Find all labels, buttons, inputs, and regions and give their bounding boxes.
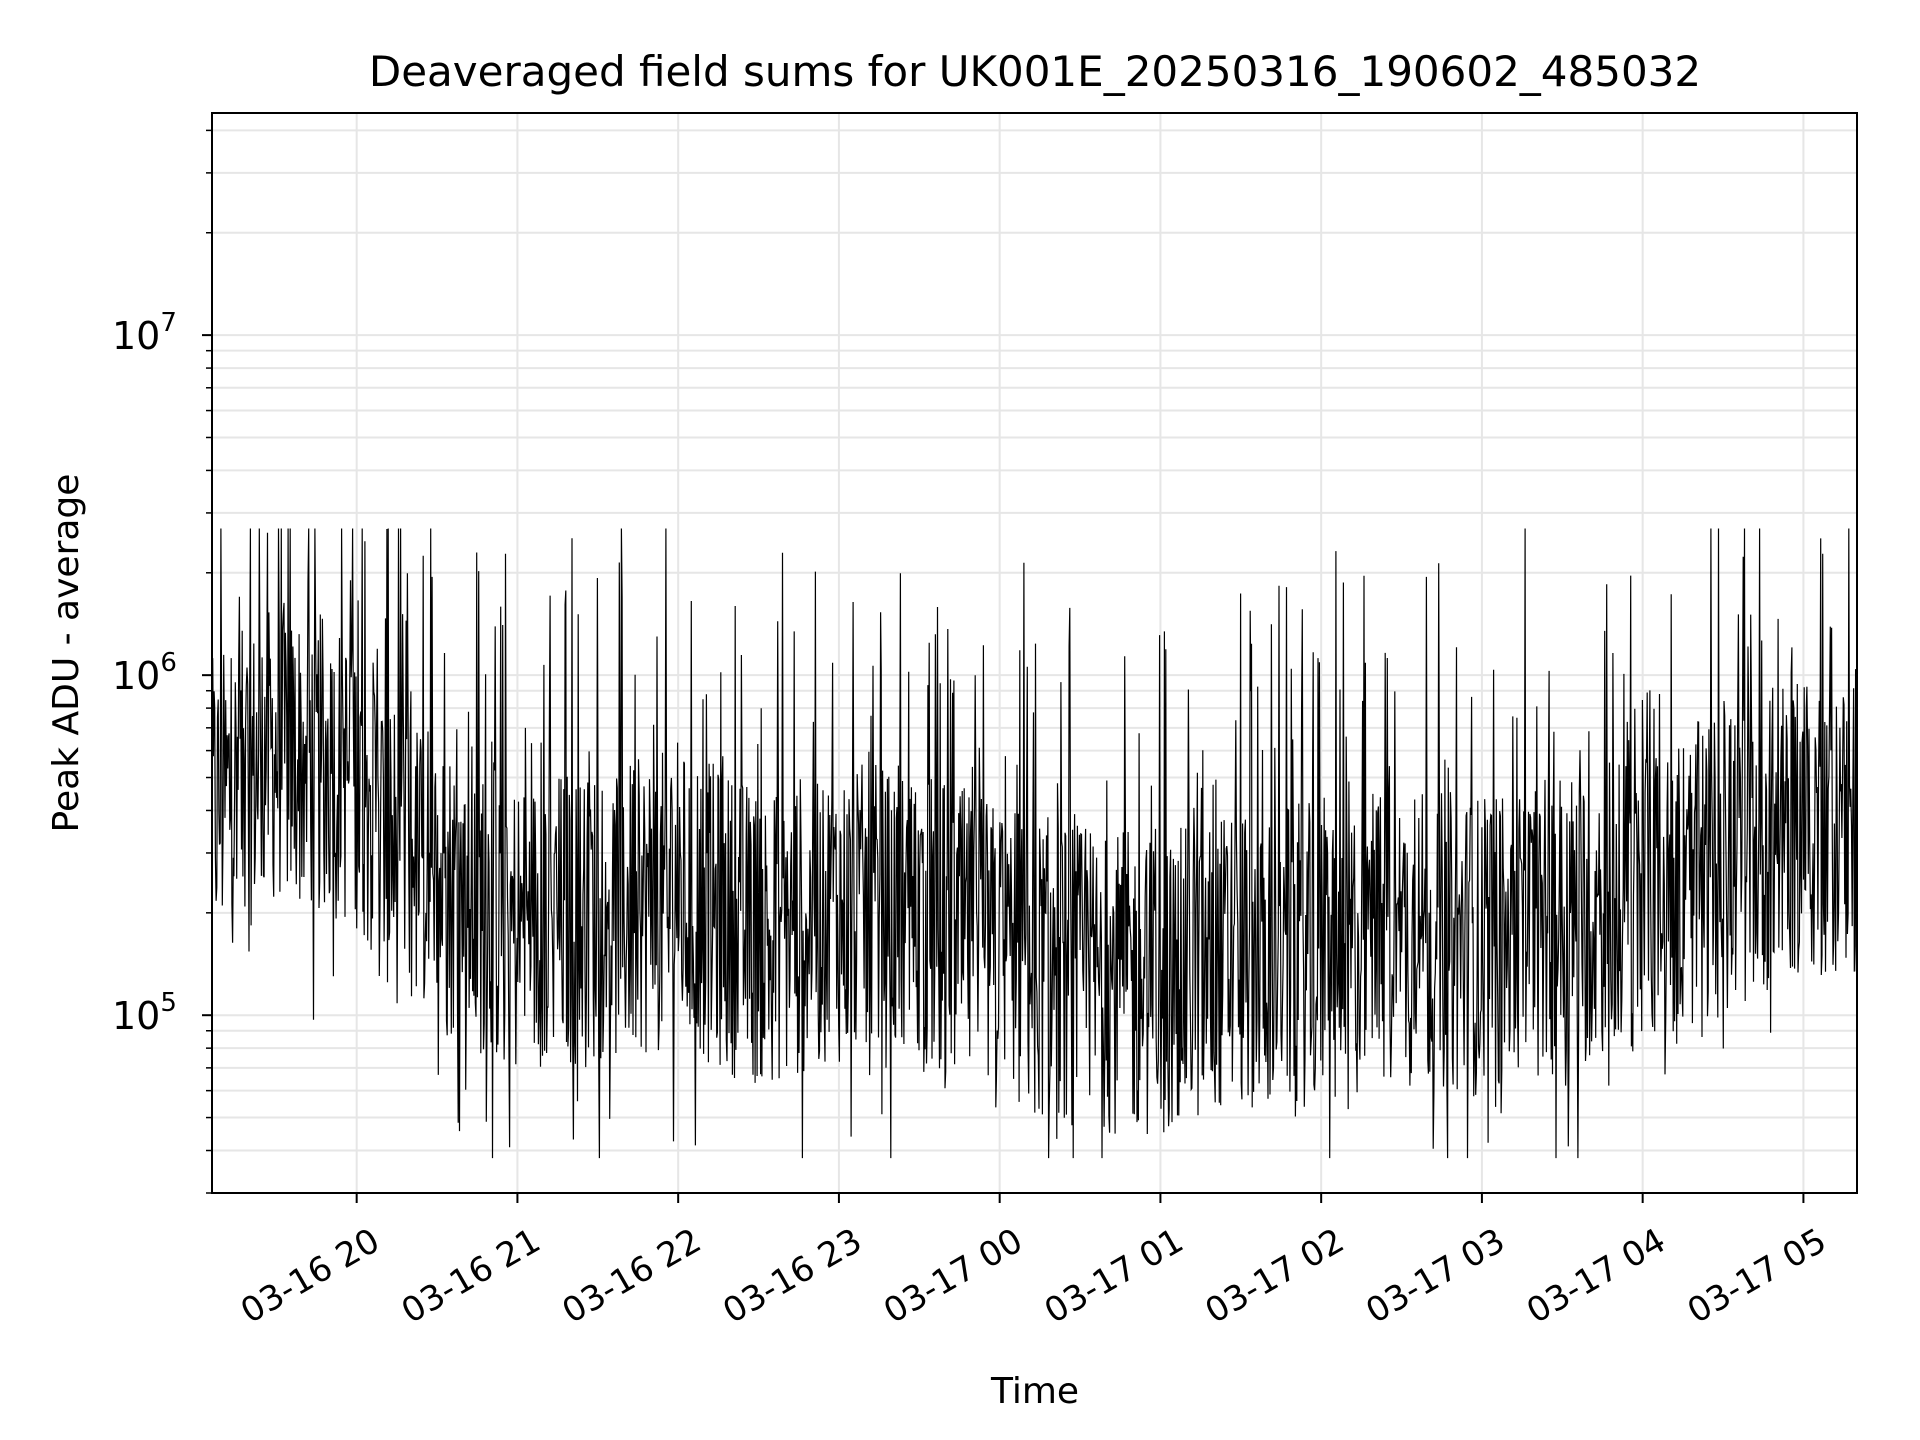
plot-frame: [211, 112, 1858, 1194]
y-tick-exponent: 6: [160, 648, 177, 678]
y-tick-base: 10: [112, 654, 160, 698]
y-axis-label: Peak ADU - average: [46, 474, 87, 833]
y-tick-base: 10: [112, 314, 160, 358]
x-tick-label: 03-17 05: [1681, 1221, 1833, 1332]
y-tick-label: 106: [112, 648, 177, 698]
y-tick-label: 105: [112, 988, 177, 1038]
x-tick-label: 03-16 23: [716, 1221, 868, 1332]
y-tick-base: 10: [112, 994, 160, 1038]
x-axis: 03-16 20 03-16 21 03-16 22 03-16 23 03-17 00…: [234, 1193, 1833, 1332]
chart-title: Deaveraged field sums for UK001E_2025031…: [369, 47, 1701, 96]
x-tick-label: 03-17 01: [1038, 1221, 1190, 1332]
x-tick-label: 03-17 04: [1520, 1221, 1672, 1332]
x-tick-label: 03-16 21: [395, 1221, 547, 1332]
y-tick-exponent: 7: [160, 308, 177, 338]
x-tick-label: 03-16 20: [234, 1221, 386, 1332]
x-tick-label: 03-16 22: [556, 1221, 708, 1332]
x-tick-label: 03-17 00: [877, 1221, 1029, 1332]
y-tick-exponent: 5: [160, 988, 177, 1018]
y-tick-label: 107: [112, 308, 177, 358]
x-axis-label: Time: [990, 1371, 1079, 1412]
series-line: [211, 528, 1858, 1159]
data-series: [211, 528, 1858, 1159]
x-tick-label: 03-17 02: [1199, 1221, 1351, 1332]
x-tick-label: 03-17 03: [1359, 1221, 1511, 1332]
